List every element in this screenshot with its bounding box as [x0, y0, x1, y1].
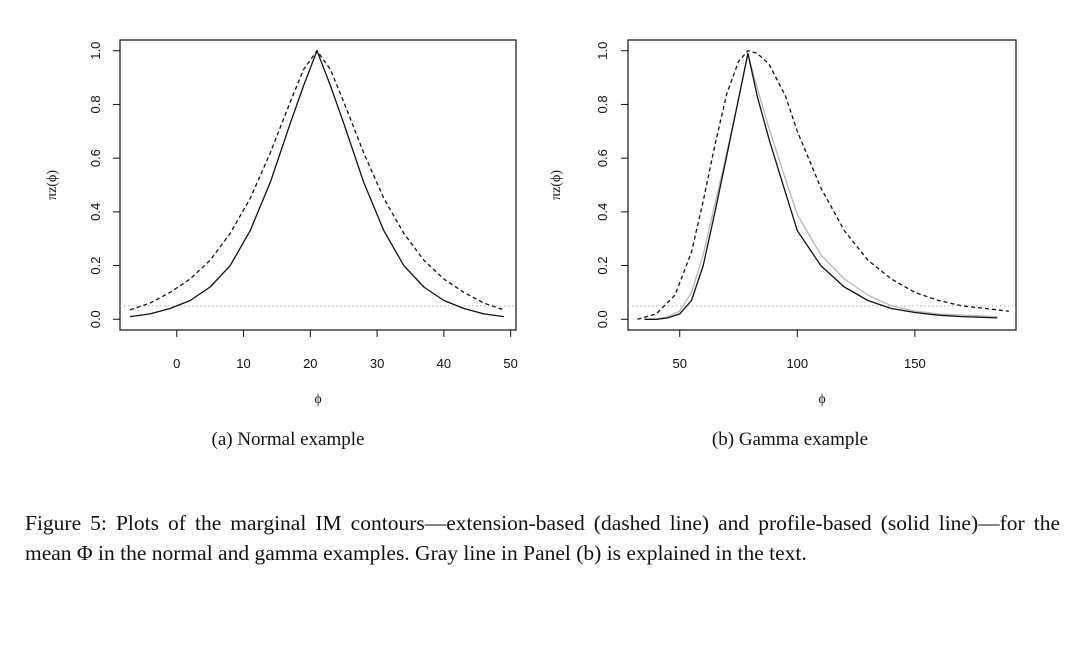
axis-ticks: 0 10 20 30 40 50 0.0 0.2 0.4 0.6 0.8 1.0: [88, 42, 518, 371]
plot-frame: [627, 39, 1017, 331]
x-tick-label: 40: [437, 356, 451, 371]
panel-normal: 0 10 20 30 40 50 0.0 0.2 0.4 0.6 0.8 1.0 ϕ πz(ϕ) (a…: [45, 39, 518, 450]
x-tick-label: 100: [786, 356, 808, 371]
x-tick-label: 50: [503, 356, 517, 371]
y-tick-label: 0.0: [88, 310, 103, 328]
x-axis-label: ϕ: [818, 392, 825, 407]
figure-canvas: 0 10 20 30 40 50 0.0 0.2 0.4 0.6 0.8 1.0 ϕ πz(ϕ) (a…: [45, 39, 1017, 450]
plot-frame: [119, 39, 517, 331]
subcaption-normal: (a) Normal example: [212, 429, 365, 450]
contour-lines: [120, 50, 516, 318]
figure-caption: Figure 5: Plots of the marginal IM conto…: [25, 511, 1060, 565]
extension-based-line: [129, 50, 505, 311]
y-tick-label: 0.8: [595, 95, 610, 113]
y-tick-label: 0.4: [595, 203, 610, 221]
x-axis-label: ϕ: [314, 392, 321, 407]
y-tick-label: 0.0: [595, 310, 610, 328]
axis-ticks: 50 100 150 0.0 0.2 0.4 0.6 0.8 1.0: [595, 42, 926, 371]
y-tick-label: 1.0: [88, 42, 103, 60]
y-tick-label: 1.0: [595, 42, 610, 60]
y-tick-label: 0.2: [595, 257, 610, 275]
x-tick-label: 30: [370, 356, 384, 371]
y-axis-label: πz(ϕ): [549, 170, 564, 200]
x-tick-label: 10: [236, 356, 250, 371]
y-tick-label: 0.6: [88, 149, 103, 167]
x-tick-label: 0: [173, 356, 180, 371]
panel-gamma: 50 100 150 0.0 0.2 0.4 0.6 0.8 1.0 ϕ πz(ϕ) (b) G…: [549, 39, 1017, 450]
x-tick-label: 150: [904, 356, 926, 371]
x-tick-label: 50: [672, 356, 686, 371]
y-tick-label: 0.8: [88, 95, 103, 113]
x-tick-label: 20: [303, 356, 317, 371]
y-tick-label: 0.6: [595, 149, 610, 167]
subcaption-gamma: (b) Gamma example: [712, 429, 868, 450]
y-tick-label: 0.2: [88, 257, 103, 275]
extension-based-line: [637, 50, 1009, 320]
profile-based-line: [644, 52, 998, 320]
gray-line: [644, 52, 998, 320]
y-axis-label: πz(ϕ): [45, 170, 60, 200]
profile-based-line: [129, 50, 505, 318]
y-tick-label: 0.4: [88, 203, 103, 221]
contour-lines: [628, 50, 1016, 320]
